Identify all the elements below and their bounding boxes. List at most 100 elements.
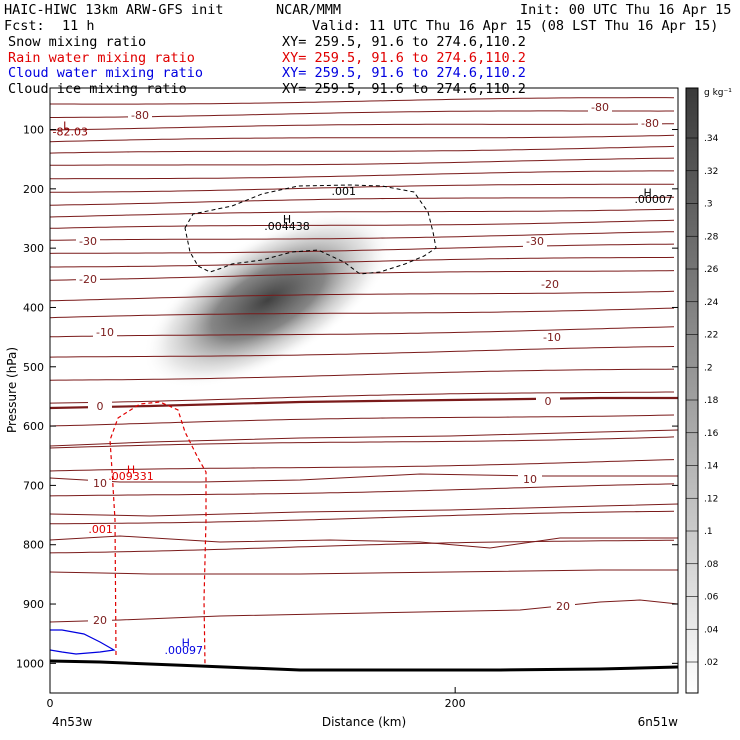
x-axis: 0 200: [47, 687, 466, 710]
colorbar-tick-label: .28: [704, 232, 719, 242]
colorbar-tick-label: .1: [704, 527, 713, 537]
temperature-contour-label: 20: [93, 614, 107, 627]
extremum-annotation: .001: [331, 185, 356, 198]
contour-line: [50, 290, 675, 302]
colorbar-tick-label: .26: [704, 265, 719, 275]
extremum-annotation: .00097: [164, 644, 203, 657]
temperature-contour-label: 0: [545, 395, 552, 408]
temperature-contours: [50, 97, 678, 623]
y-tick-label: 500: [23, 361, 44, 374]
x-tick-label: 0: [47, 697, 54, 710]
y-tick-label: 600: [23, 420, 44, 433]
y-tick-label: 800: [23, 539, 44, 552]
colorbar-tick-label: .14: [704, 462, 719, 472]
colorbar-tick-label: .22: [704, 331, 718, 341]
y-tick-label: 700: [23, 479, 44, 492]
temperature-contour-label: -80: [641, 117, 659, 130]
contour-line: [50, 483, 675, 497]
contour-line: [50, 429, 678, 447]
extremum-annotation: H: [127, 464, 135, 477]
contour-line: [50, 208, 675, 218]
colorbar-tick-label: .12: [704, 494, 718, 504]
contour-label-bg: [523, 236, 547, 248]
contour-line: [50, 145, 675, 154]
contour-line: [50, 307, 675, 319]
colorbar-tick-label: .08: [704, 560, 719, 570]
contour-label-bg: [638, 118, 662, 130]
extremum-annotation: H: [643, 187, 651, 200]
field-name-1: Rain water mixing ratio: [8, 49, 195, 66]
contour-line: [50, 346, 675, 358]
y-tick-label: 100: [23, 124, 44, 137]
extremum-annotation: H: [283, 213, 291, 226]
extremum-annotation: .004438: [264, 220, 310, 233]
contour-label-bg: [76, 236, 100, 248]
terrain-line: [50, 659, 678, 672]
fcst-value: 11 h: [62, 18, 95, 34]
contour-label-bg: [540, 332, 564, 344]
extremum-annotation: .001: [88, 523, 113, 536]
contour-line: [50, 97, 675, 105]
colorbar-tick-label: .32: [704, 167, 718, 177]
colorbar: .02 .04 .06 .08 .1 .12 .14 .16 .18 .2 .22 .24 .26 .28…: [685, 87, 732, 694]
contour-line: [50, 539, 675, 554]
endpoint-right: 6n51w: [638, 715, 679, 729]
colorbar-tick-label: .2: [704, 363, 713, 373]
contour-line: [50, 599, 678, 623]
contour-label-bg: [88, 615, 112, 627]
contour-line: [50, 459, 675, 472]
freezing-level-line: [50, 396, 678, 410]
extremum-annotation: .00007: [634, 193, 673, 206]
contour-line: [50, 170, 674, 180]
temperature-contour-label: 10: [93, 477, 107, 490]
field-xy-1: XY= 259.5, 91.6 to 274.6,110.2: [282, 49, 526, 66]
contour-labels: -80 -80 -80 -30 -30 -20 -20 -10 -10 0 0 10 10 20 20 L-8…: [53, 101, 673, 657]
title-left: HAIC-HIWC 13km ARW-GFS init: [4, 2, 224, 18]
extremum-annotation: .009331: [108, 470, 154, 483]
contour-line: [50, 535, 678, 549]
y-axis-label: Pressure (hPa): [5, 347, 19, 433]
temperature-contour-label: -10: [543, 331, 561, 344]
contour-line: [50, 196, 675, 206]
y-tick-label: 1000: [16, 657, 44, 670]
temperature-contour-label: 0: [97, 400, 104, 413]
temperature-contour-label: -80: [591, 101, 609, 114]
colorbar-tick-label: .24: [704, 298, 719, 308]
contour-line: [50, 134, 675, 143]
colorbar-tick-label: .04: [704, 625, 719, 635]
temperature-contour-label: -80: [131, 109, 149, 122]
rain-contour-001: [109, 401, 207, 666]
extremum-annotation: L: [63, 120, 70, 133]
contour-line: [50, 503, 678, 517]
contour-line: [50, 243, 675, 254]
x-axis-label: Distance (km): [322, 715, 406, 729]
contour-label-bg: [76, 274, 100, 286]
contour-line: [50, 231, 675, 241]
title-mid: NCAR/MMM: [276, 2, 342, 18]
fcst-label: Fcst:: [4, 18, 45, 34]
field-name-2: Cloud water mixing ratio: [8, 65, 204, 81]
contour-line: [50, 473, 678, 483]
contour-label-bg: [518, 474, 542, 486]
colorbar-tick-label: .3: [704, 200, 713, 210]
colorbar-tick-label: .34: [704, 134, 719, 144]
contour-line: [50, 510, 675, 525]
y-tick-label: 900: [23, 598, 44, 611]
contour-label-bg: [536, 396, 560, 408]
y-tick-label: 400: [23, 301, 44, 314]
contour-line: [50, 219, 675, 229]
x-tick-label: 200: [445, 697, 466, 710]
contour-line: [50, 183, 674, 193]
contour-label-bg: [93, 327, 117, 339]
contour-label-bg: [128, 110, 152, 122]
colorbar-ramp: [685, 87, 699, 694]
contour-label-bg: [551, 601, 575, 613]
contour-line: [50, 368, 675, 381]
contour-label-bg: [88, 478, 112, 490]
init-time: Init: 00 UTC Thu 16 Apr 15: [520, 2, 732, 18]
extremum-annotation: -82.03: [53, 125, 88, 138]
contour-line: [50, 436, 675, 449]
contour-line: [50, 157, 675, 166]
